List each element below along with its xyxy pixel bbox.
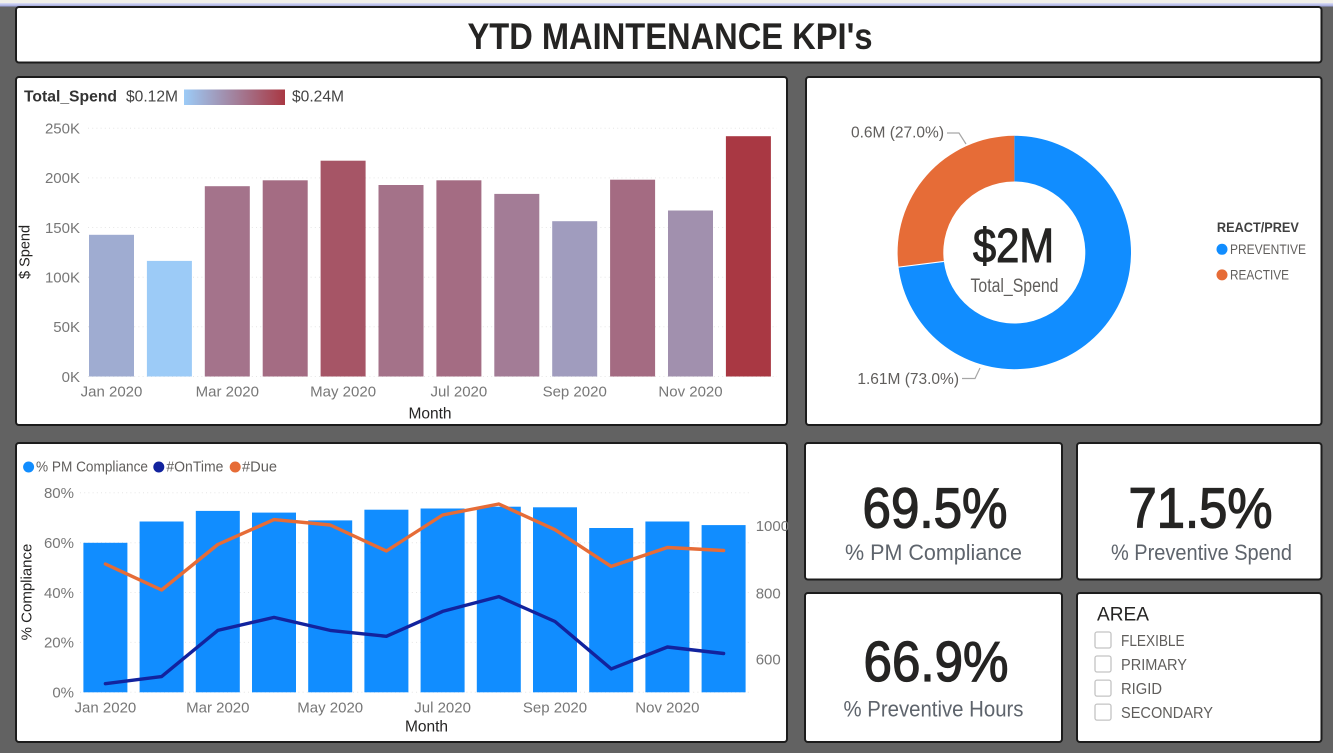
svg-text:$0.12M: $0.12M: [126, 89, 178, 106]
svg-text:200K: 200K: [45, 170, 80, 187]
svg-text:Month: Month: [408, 406, 451, 423]
svg-text:40%: 40%: [44, 585, 74, 602]
svg-text:#Due: #Due: [242, 459, 277, 476]
svg-text:$0.24M: $0.24M: [292, 89, 344, 106]
svg-text:% PM Compliance: % PM Compliance: [845, 540, 1022, 565]
svg-text:50K: 50K: [53, 319, 80, 336]
svg-text:SECONDARY: SECONDARY: [1121, 705, 1213, 722]
svg-text:% Compliance: % Compliance: [19, 544, 36, 641]
svg-text:71.5%: 71.5%: [1129, 477, 1273, 541]
svg-text:69.5%: 69.5%: [863, 477, 1008, 541]
svg-text:Total_Spend: Total_Spend: [24, 89, 117, 106]
svg-text:% PM Compliance: % PM Compliance: [36, 459, 148, 476]
svg-text:REACTIVE: REACTIVE: [1230, 268, 1289, 283]
svg-text:#OnTime: #OnTime: [166, 459, 223, 476]
svg-text:20%: 20%: [44, 635, 74, 652]
svg-text:66.9%: 66.9%: [864, 630, 1009, 694]
svg-text:AREA: AREA: [1097, 604, 1149, 626]
svg-text:YTD MAINTENANCE KPI's: YTD MAINTENANCE KPI's: [468, 16, 873, 57]
svg-text:0K: 0K: [62, 369, 80, 386]
svg-text:Nov 2020: Nov 2020: [635, 700, 699, 717]
svg-text:PRIMARY: PRIMARY: [1121, 657, 1187, 674]
svg-text:600: 600: [756, 652, 781, 669]
svg-text:FLEXIBLE: FLEXIBLE: [1121, 633, 1185, 650]
svg-text:0.6M (27.0%): 0.6M (27.0%): [851, 125, 944, 142]
svg-text:80%: 80%: [44, 485, 74, 502]
svg-text:% Preventive Spend: % Preventive Spend: [1111, 540, 1292, 565]
svg-text:Mar 2020: Mar 2020: [186, 700, 249, 717]
svg-text:Sep 2020: Sep 2020: [543, 384, 607, 401]
svg-text:Mar 2020: Mar 2020: [196, 384, 259, 401]
svg-text:250K: 250K: [45, 121, 80, 138]
svg-text:1000: 1000: [756, 518, 789, 535]
svg-text:% Preventive Hours: % Preventive Hours: [844, 697, 1024, 722]
svg-text:PREVENTIVE: PREVENTIVE: [1230, 242, 1306, 257]
svg-text:REACT/PREV: REACT/PREV: [1217, 220, 1299, 235]
svg-text:$2M: $2M: [973, 220, 1054, 273]
svg-text:Total_Spend: Total_Spend: [971, 276, 1059, 297]
svg-text:1.61M (73.0%): 1.61M (73.0%): [857, 371, 959, 388]
svg-text:Jul 2020: Jul 2020: [414, 700, 471, 717]
svg-text:RIGID: RIGID: [1121, 681, 1162, 698]
svg-text:60%: 60%: [44, 535, 74, 552]
svg-text:0%: 0%: [52, 685, 74, 702]
svg-text:May 2020: May 2020: [310, 384, 376, 401]
svg-text:May 2020: May 2020: [297, 700, 363, 717]
svg-text:Sep 2020: Sep 2020: [523, 700, 587, 717]
svg-text:Month: Month: [405, 719, 448, 736]
svg-text:100K: 100K: [45, 270, 80, 287]
svg-text:150K: 150K: [45, 220, 80, 237]
svg-text:$ Spend: $ Spend: [18, 225, 34, 279]
svg-text:Nov 2020: Nov 2020: [658, 384, 722, 401]
svg-text:800: 800: [756, 586, 781, 603]
svg-text:Jan 2020: Jan 2020: [75, 700, 137, 717]
svg-text:Jan 2020: Jan 2020: [81, 384, 143, 401]
svg-text:Jul 2020: Jul 2020: [431, 384, 488, 401]
